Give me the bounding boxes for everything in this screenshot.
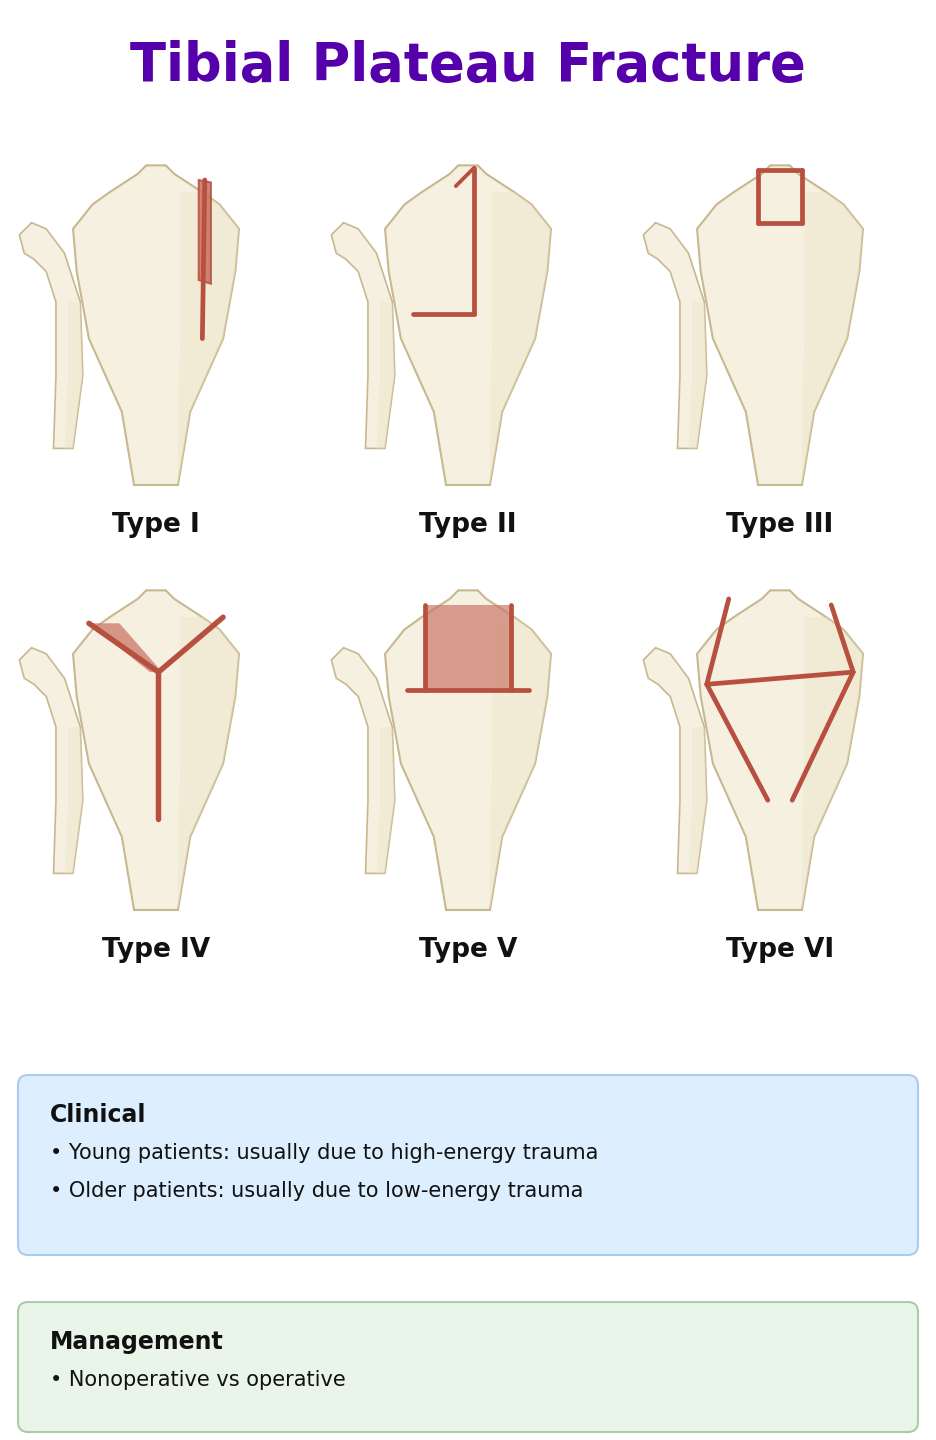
- Polygon shape: [198, 180, 211, 284]
- Polygon shape: [385, 166, 551, 485]
- Polygon shape: [425, 605, 511, 690]
- Polygon shape: [65, 302, 82, 448]
- Text: Clinical: Clinical: [50, 1103, 147, 1128]
- Polygon shape: [490, 618, 551, 910]
- Text: Type V: Type V: [418, 937, 518, 963]
- Polygon shape: [643, 223, 707, 448]
- Polygon shape: [331, 223, 395, 448]
- Polygon shape: [643, 648, 707, 874]
- Polygon shape: [376, 302, 395, 448]
- Polygon shape: [178, 192, 239, 485]
- Polygon shape: [20, 223, 82, 448]
- FancyBboxPatch shape: [18, 1076, 918, 1256]
- Text: • Older patients: usually due to low-energy trauma: • Older patients: usually due to low-ene…: [50, 1181, 583, 1201]
- Text: Type IV: Type IV: [102, 937, 210, 963]
- Text: Type VI: Type VI: [726, 937, 834, 963]
- Text: • Nonoperative vs operative: • Nonoperative vs operative: [50, 1369, 345, 1390]
- Polygon shape: [178, 618, 239, 910]
- Text: Management: Management: [50, 1331, 224, 1354]
- Polygon shape: [73, 590, 239, 910]
- Polygon shape: [802, 192, 863, 485]
- Text: • Young patients: usually due to high-energy trauma: • Young patients: usually due to high-en…: [50, 1143, 598, 1164]
- Polygon shape: [802, 618, 863, 910]
- Text: Tibial Plateau Fracture: Tibial Plateau Fracture: [130, 40, 806, 92]
- Polygon shape: [376, 727, 395, 874]
- Polygon shape: [65, 727, 82, 874]
- Polygon shape: [697, 590, 863, 910]
- Polygon shape: [490, 192, 551, 485]
- Polygon shape: [385, 590, 551, 910]
- Polygon shape: [20, 648, 82, 874]
- Polygon shape: [331, 648, 395, 874]
- Text: Type I: Type I: [112, 513, 200, 539]
- FancyBboxPatch shape: [18, 1302, 918, 1431]
- Text: Type II: Type II: [419, 513, 517, 539]
- Polygon shape: [73, 166, 239, 485]
- Polygon shape: [89, 624, 162, 672]
- Text: Type III: Type III: [726, 513, 834, 539]
- Polygon shape: [697, 166, 863, 485]
- Polygon shape: [689, 302, 707, 448]
- Polygon shape: [689, 727, 707, 874]
